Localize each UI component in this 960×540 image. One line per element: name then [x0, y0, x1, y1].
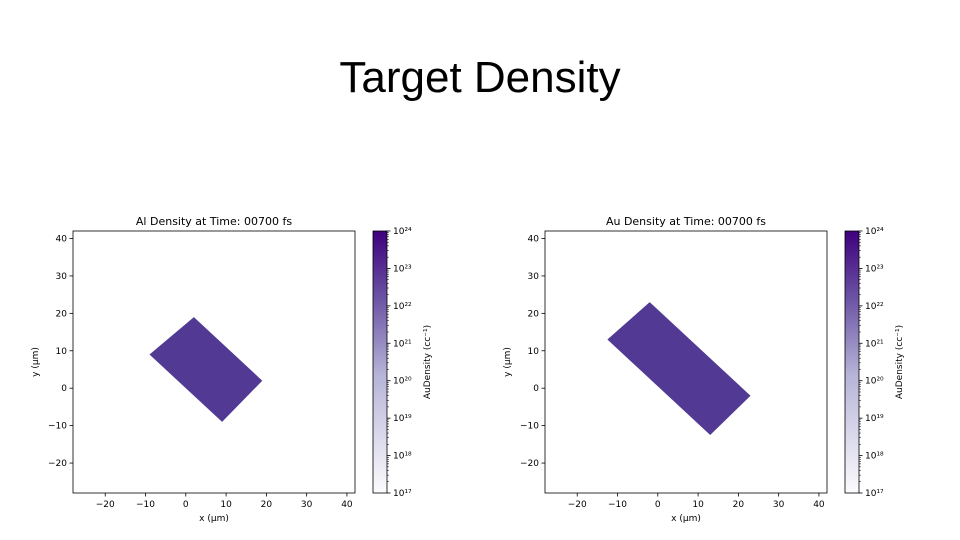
- y-tick-label: 20: [56, 309, 68, 319]
- x-tick-label: 10: [220, 500, 232, 510]
- y-tick-label: 0: [61, 384, 67, 394]
- y-tick-label: 0: [533, 384, 539, 394]
- colorbar-tick-label: 10²³: [393, 264, 412, 274]
- x-tick-label: −20: [96, 500, 115, 510]
- colorbar-tick-label: 10²⁴: [393, 227, 412, 237]
- x-axis-label: x (μm): [671, 514, 701, 524]
- colorbar-tick-label: 10¹⁸: [865, 452, 884, 462]
- colorbar-tick-label: 10¹⁹: [393, 414, 412, 424]
- colorbar-tick-label: 10²²: [865, 302, 884, 312]
- y-tick-label: 30: [528, 272, 540, 282]
- y-axis-label: y (μm): [503, 347, 513, 377]
- x-axis-label: x (μm): [199, 514, 229, 524]
- x-tick-label: −20: [568, 500, 587, 510]
- x-tick-label: 40: [341, 500, 353, 510]
- y-tick-label: 30: [56, 272, 68, 282]
- x-tick-label: 10: [692, 500, 704, 510]
- colorbar-tick-label: 10²¹: [393, 339, 412, 349]
- density-chart-au: Au Density at Time: 00700 fs −20 −10 0 10 20 3…: [503, 215, 905, 524]
- y-tick-label: 20: [528, 309, 540, 319]
- colorbar-tick-label: 10¹⁷: [865, 489, 884, 499]
- x-tick-label: 40: [813, 500, 825, 510]
- density-region: [149, 317, 263, 422]
- x-tick-label: −10: [608, 500, 627, 510]
- density-region: [607, 302, 751, 435]
- x-tick-label: 30: [301, 500, 313, 510]
- x-tick-label: 30: [773, 500, 785, 510]
- colorbar: [372, 230, 388, 494]
- colorbar-tick-label: 10²⁰: [865, 377, 884, 387]
- colorbar-tick-label: 10²¹: [865, 339, 884, 349]
- colorbar-label: AuDensity (cc⁻¹): [423, 325, 433, 399]
- y-axis-label: y (μm): [31, 347, 41, 377]
- x-tick-label: 20: [261, 500, 273, 510]
- chart-title: Au Density at Time: 00700 fs: [606, 215, 766, 228]
- y-tick-label: −20: [520, 459, 539, 469]
- x-tick-label: 0: [183, 500, 189, 510]
- colorbar-tick-label: 10²⁴: [865, 227, 884, 237]
- x-tick-label: −10: [136, 500, 155, 510]
- colorbar-tick-label: 10²²: [393, 302, 412, 312]
- y-tick-label: 40: [56, 234, 68, 244]
- x-tick-label: 20: [733, 500, 745, 510]
- colorbar-label: AuDensity (cc⁻¹): [895, 325, 905, 399]
- y-tick-label: −10: [48, 422, 67, 432]
- density-chart-al: Al Density at Time: 00700 fs −20 −10 0 10 20 3…: [31, 215, 433, 524]
- chart-title: Al Density at Time: 00700 fs: [136, 215, 292, 228]
- colorbar-tick-label: 10¹⁷: [393, 489, 412, 499]
- colorbar-tick-label: 10¹⁹: [865, 414, 884, 424]
- colorbar-tick-label: 10²⁰: [393, 377, 412, 387]
- y-tick-label: −20: [48, 459, 67, 469]
- y-tick-label: 10: [528, 347, 540, 357]
- y-tick-label: 10: [56, 347, 68, 357]
- colorbar-tick-label: 10¹⁸: [393, 452, 412, 462]
- y-tick-label: −10: [520, 422, 539, 432]
- colorbar-tick-label: 10²³: [865, 264, 884, 274]
- slide-title: Target Density: [339, 53, 621, 102]
- x-tick-label: 0: [655, 500, 661, 510]
- colorbar: [844, 230, 860, 494]
- y-tick-label: 40: [528, 234, 540, 244]
